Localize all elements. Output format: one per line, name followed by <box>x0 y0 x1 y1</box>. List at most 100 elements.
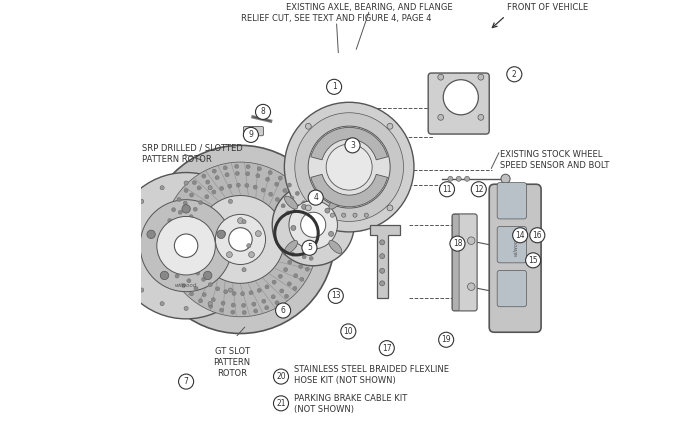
Circle shape <box>208 282 212 287</box>
Circle shape <box>184 306 188 311</box>
Ellipse shape <box>329 196 342 209</box>
Circle shape <box>312 233 316 238</box>
Text: EXISTING STOCK WHEEL
SPEED SENSOR AND BOLT: EXISTING STOCK WHEEL SPEED SENSOR AND BO… <box>500 150 609 170</box>
Circle shape <box>165 241 169 245</box>
Circle shape <box>327 79 342 95</box>
Circle shape <box>202 292 206 297</box>
Circle shape <box>252 302 256 306</box>
Text: 3: 3 <box>350 141 355 150</box>
Circle shape <box>478 114 484 120</box>
Circle shape <box>258 167 262 171</box>
Circle shape <box>208 186 212 190</box>
Circle shape <box>199 200 202 205</box>
Circle shape <box>172 208 176 212</box>
Circle shape <box>184 188 188 192</box>
Circle shape <box>310 222 314 226</box>
Circle shape <box>223 289 228 294</box>
Text: 9: 9 <box>248 130 253 139</box>
Circle shape <box>265 177 270 181</box>
Circle shape <box>244 127 258 143</box>
Circle shape <box>287 282 291 286</box>
Text: 20: 20 <box>276 372 286 381</box>
Circle shape <box>245 184 249 187</box>
Circle shape <box>199 299 203 303</box>
Circle shape <box>231 310 235 314</box>
Circle shape <box>478 74 484 80</box>
Circle shape <box>450 236 465 251</box>
Circle shape <box>185 248 189 252</box>
Circle shape <box>293 273 298 278</box>
Circle shape <box>289 219 293 223</box>
Circle shape <box>274 369 288 384</box>
Circle shape <box>174 251 178 255</box>
Circle shape <box>295 191 300 195</box>
Circle shape <box>249 291 253 295</box>
Polygon shape <box>370 225 400 298</box>
Circle shape <box>353 213 357 217</box>
Circle shape <box>275 197 279 202</box>
Circle shape <box>186 222 190 227</box>
Circle shape <box>471 182 486 197</box>
Circle shape <box>293 286 297 290</box>
Circle shape <box>379 240 385 245</box>
Circle shape <box>512 228 528 243</box>
Circle shape <box>146 145 335 333</box>
Circle shape <box>172 241 176 245</box>
Circle shape <box>253 309 258 313</box>
Circle shape <box>289 200 337 249</box>
Text: 5: 5 <box>307 243 312 252</box>
Circle shape <box>257 288 261 292</box>
Circle shape <box>160 302 164 306</box>
Circle shape <box>190 193 194 197</box>
Circle shape <box>160 186 164 190</box>
Circle shape <box>265 285 269 289</box>
Circle shape <box>279 274 282 279</box>
Ellipse shape <box>329 241 342 254</box>
Circle shape <box>219 308 223 312</box>
Circle shape <box>121 243 125 248</box>
Circle shape <box>300 214 304 218</box>
Text: 4: 4 <box>314 193 318 202</box>
Circle shape <box>387 123 393 129</box>
Circle shape <box>307 211 311 215</box>
Circle shape <box>295 205 300 209</box>
Circle shape <box>272 184 354 266</box>
FancyBboxPatch shape <box>497 183 526 219</box>
Text: wilwood: wilwood <box>175 283 197 288</box>
Circle shape <box>292 227 296 231</box>
Text: PARKING BRAKE CABLE KIT
(NOT SHOWN): PARKING BRAKE CABLE KIT (NOT SHOWN) <box>293 394 407 414</box>
Circle shape <box>379 254 385 259</box>
Circle shape <box>242 268 246 272</box>
Circle shape <box>364 213 368 217</box>
Text: 6: 6 <box>281 306 286 315</box>
Text: GT SLOT
PATTERN
ROTOR: GT SLOT PATTERN ROTOR <box>214 347 251 378</box>
Circle shape <box>301 212 326 237</box>
Ellipse shape <box>284 196 298 209</box>
Circle shape <box>439 332 454 347</box>
Circle shape <box>274 182 279 186</box>
Circle shape <box>507 67 522 82</box>
Circle shape <box>229 228 252 251</box>
Circle shape <box>291 225 296 230</box>
Text: 13: 13 <box>331 291 341 300</box>
Circle shape <box>174 220 179 224</box>
Circle shape <box>181 284 186 287</box>
Circle shape <box>231 303 235 307</box>
Circle shape <box>206 180 210 184</box>
Circle shape <box>440 182 454 197</box>
Circle shape <box>208 302 212 306</box>
Text: SRP DRILLED / SLOTTED
PATTERN ROTOR: SRP DRILLED / SLOTTED PATTERN ROTOR <box>142 143 243 164</box>
FancyBboxPatch shape <box>489 184 541 332</box>
Circle shape <box>526 253 540 268</box>
Text: 15: 15 <box>528 256 538 265</box>
Circle shape <box>178 374 194 389</box>
Circle shape <box>345 138 360 153</box>
Circle shape <box>309 256 313 260</box>
Circle shape <box>196 271 200 275</box>
Circle shape <box>342 213 346 217</box>
Circle shape <box>261 188 265 192</box>
Circle shape <box>140 200 232 292</box>
Circle shape <box>328 231 334 236</box>
Circle shape <box>225 173 229 177</box>
Circle shape <box>300 277 304 281</box>
